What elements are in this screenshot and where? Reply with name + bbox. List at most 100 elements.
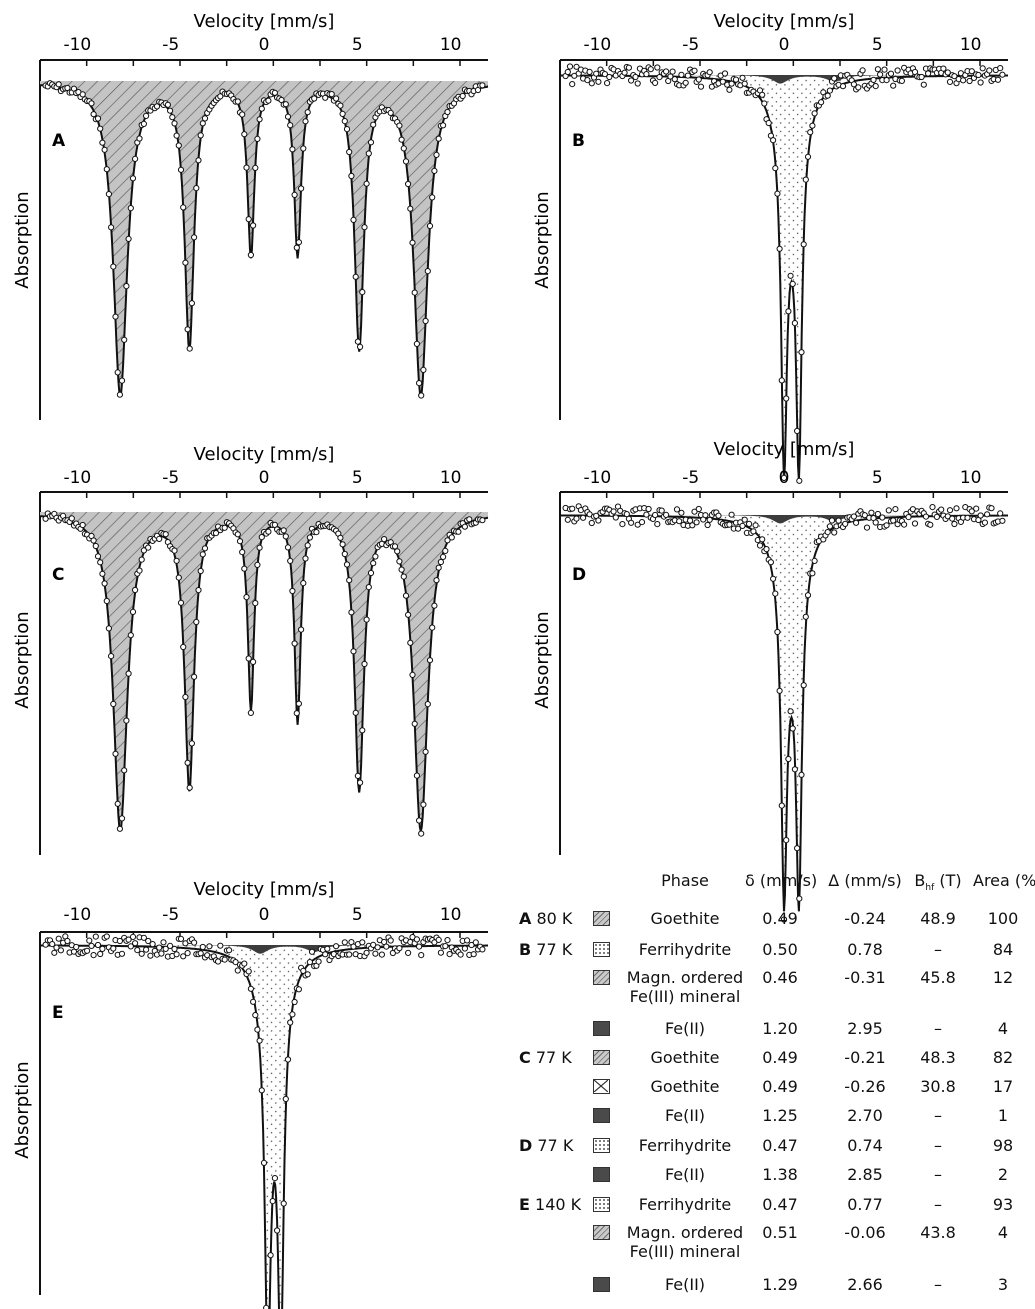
data-point [125,235,132,242]
row-sample: B 77 K [519,940,573,959]
x-tick-label: 0 [259,468,270,488]
data-point [925,70,932,77]
data-point [634,521,641,528]
data-point [746,520,753,528]
data-point [619,521,626,528]
x-tick-label: -10 [63,468,91,488]
data-point [874,510,882,518]
data-point [206,943,213,950]
data-point [258,105,265,112]
data-point [381,536,388,543]
data-point [88,100,95,107]
data-point [431,602,438,609]
data-point [127,205,134,212]
data-point [671,76,678,83]
data-point [304,971,311,978]
data-point [405,180,412,188]
data-point [282,533,289,540]
subspectrum-fill [560,515,1008,912]
data-point [654,521,661,528]
data-point [370,121,377,128]
data-point [101,146,108,153]
data-point [756,542,764,549]
data-point [180,204,187,211]
data-point [121,767,128,774]
legend-swatch-cross [593,1079,610,1094]
data-point [704,521,711,529]
data-point [569,505,576,512]
row-area: 93 [992,1195,1014,1214]
row-phase: Fe(II) [664,1165,706,1184]
data-point [853,519,860,526]
panel-letter: E [52,1003,64,1023]
data-point [874,66,882,73]
data-point [191,234,198,241]
data-point [149,941,156,948]
data-point [400,145,407,152]
data-point [405,611,412,618]
data-point [284,113,292,120]
data-point [191,939,198,946]
data-point [778,802,785,809]
data-point [147,952,154,959]
data-point [363,616,370,623]
data-point [726,86,733,93]
data-point [739,522,746,530]
row-delta: 0.50 [762,940,798,959]
data-point [735,525,742,532]
data-point [280,527,287,534]
data-point [97,125,104,132]
header-quadrupole: Δ (mm/s) [828,871,902,890]
data-point [951,520,958,528]
data-point [112,313,119,320]
data-point [193,618,200,626]
data-point [112,750,119,757]
data-point [420,801,427,808]
data-point [448,534,455,541]
data-point [850,513,858,520]
data-point [175,574,182,581]
data-point [927,521,934,528]
data-point [300,145,307,152]
data-point [774,190,781,197]
x-tick-label: -5 [162,468,179,488]
data-point [354,338,361,345]
data-point [346,148,353,156]
data-point [254,1026,261,1033]
data-point [684,72,692,79]
data-point [569,81,576,88]
data-point [413,340,420,347]
data-point [440,553,447,561]
data-point [802,176,809,183]
data-point [409,671,416,679]
x-tick-label: 10 [440,35,462,55]
data-point [339,541,346,548]
data-point [132,940,139,947]
row-area: 4 [997,1223,1009,1242]
data-point [663,68,670,75]
data-point [97,950,104,958]
data-point [343,561,351,568]
row-phase: Goethite [650,1077,720,1096]
data-point [763,546,770,553]
data-point [595,517,602,524]
data-point [197,132,204,139]
data-point [783,395,790,402]
data-point [90,952,97,959]
data-point [284,1056,292,1063]
data-point [374,944,381,951]
data-point [337,102,344,109]
data-point [365,584,372,591]
data-point [114,369,121,376]
data-point [68,515,75,522]
data-point [426,657,434,664]
data-point [188,300,195,307]
data-point [306,534,313,541]
legend-swatch-hatch [593,911,610,926]
data-point [863,524,871,531]
data-point [263,1304,270,1309]
row-phase: Goethite [650,909,720,928]
data-point [357,779,364,786]
data-point [883,522,890,529]
data-point [116,391,124,398]
